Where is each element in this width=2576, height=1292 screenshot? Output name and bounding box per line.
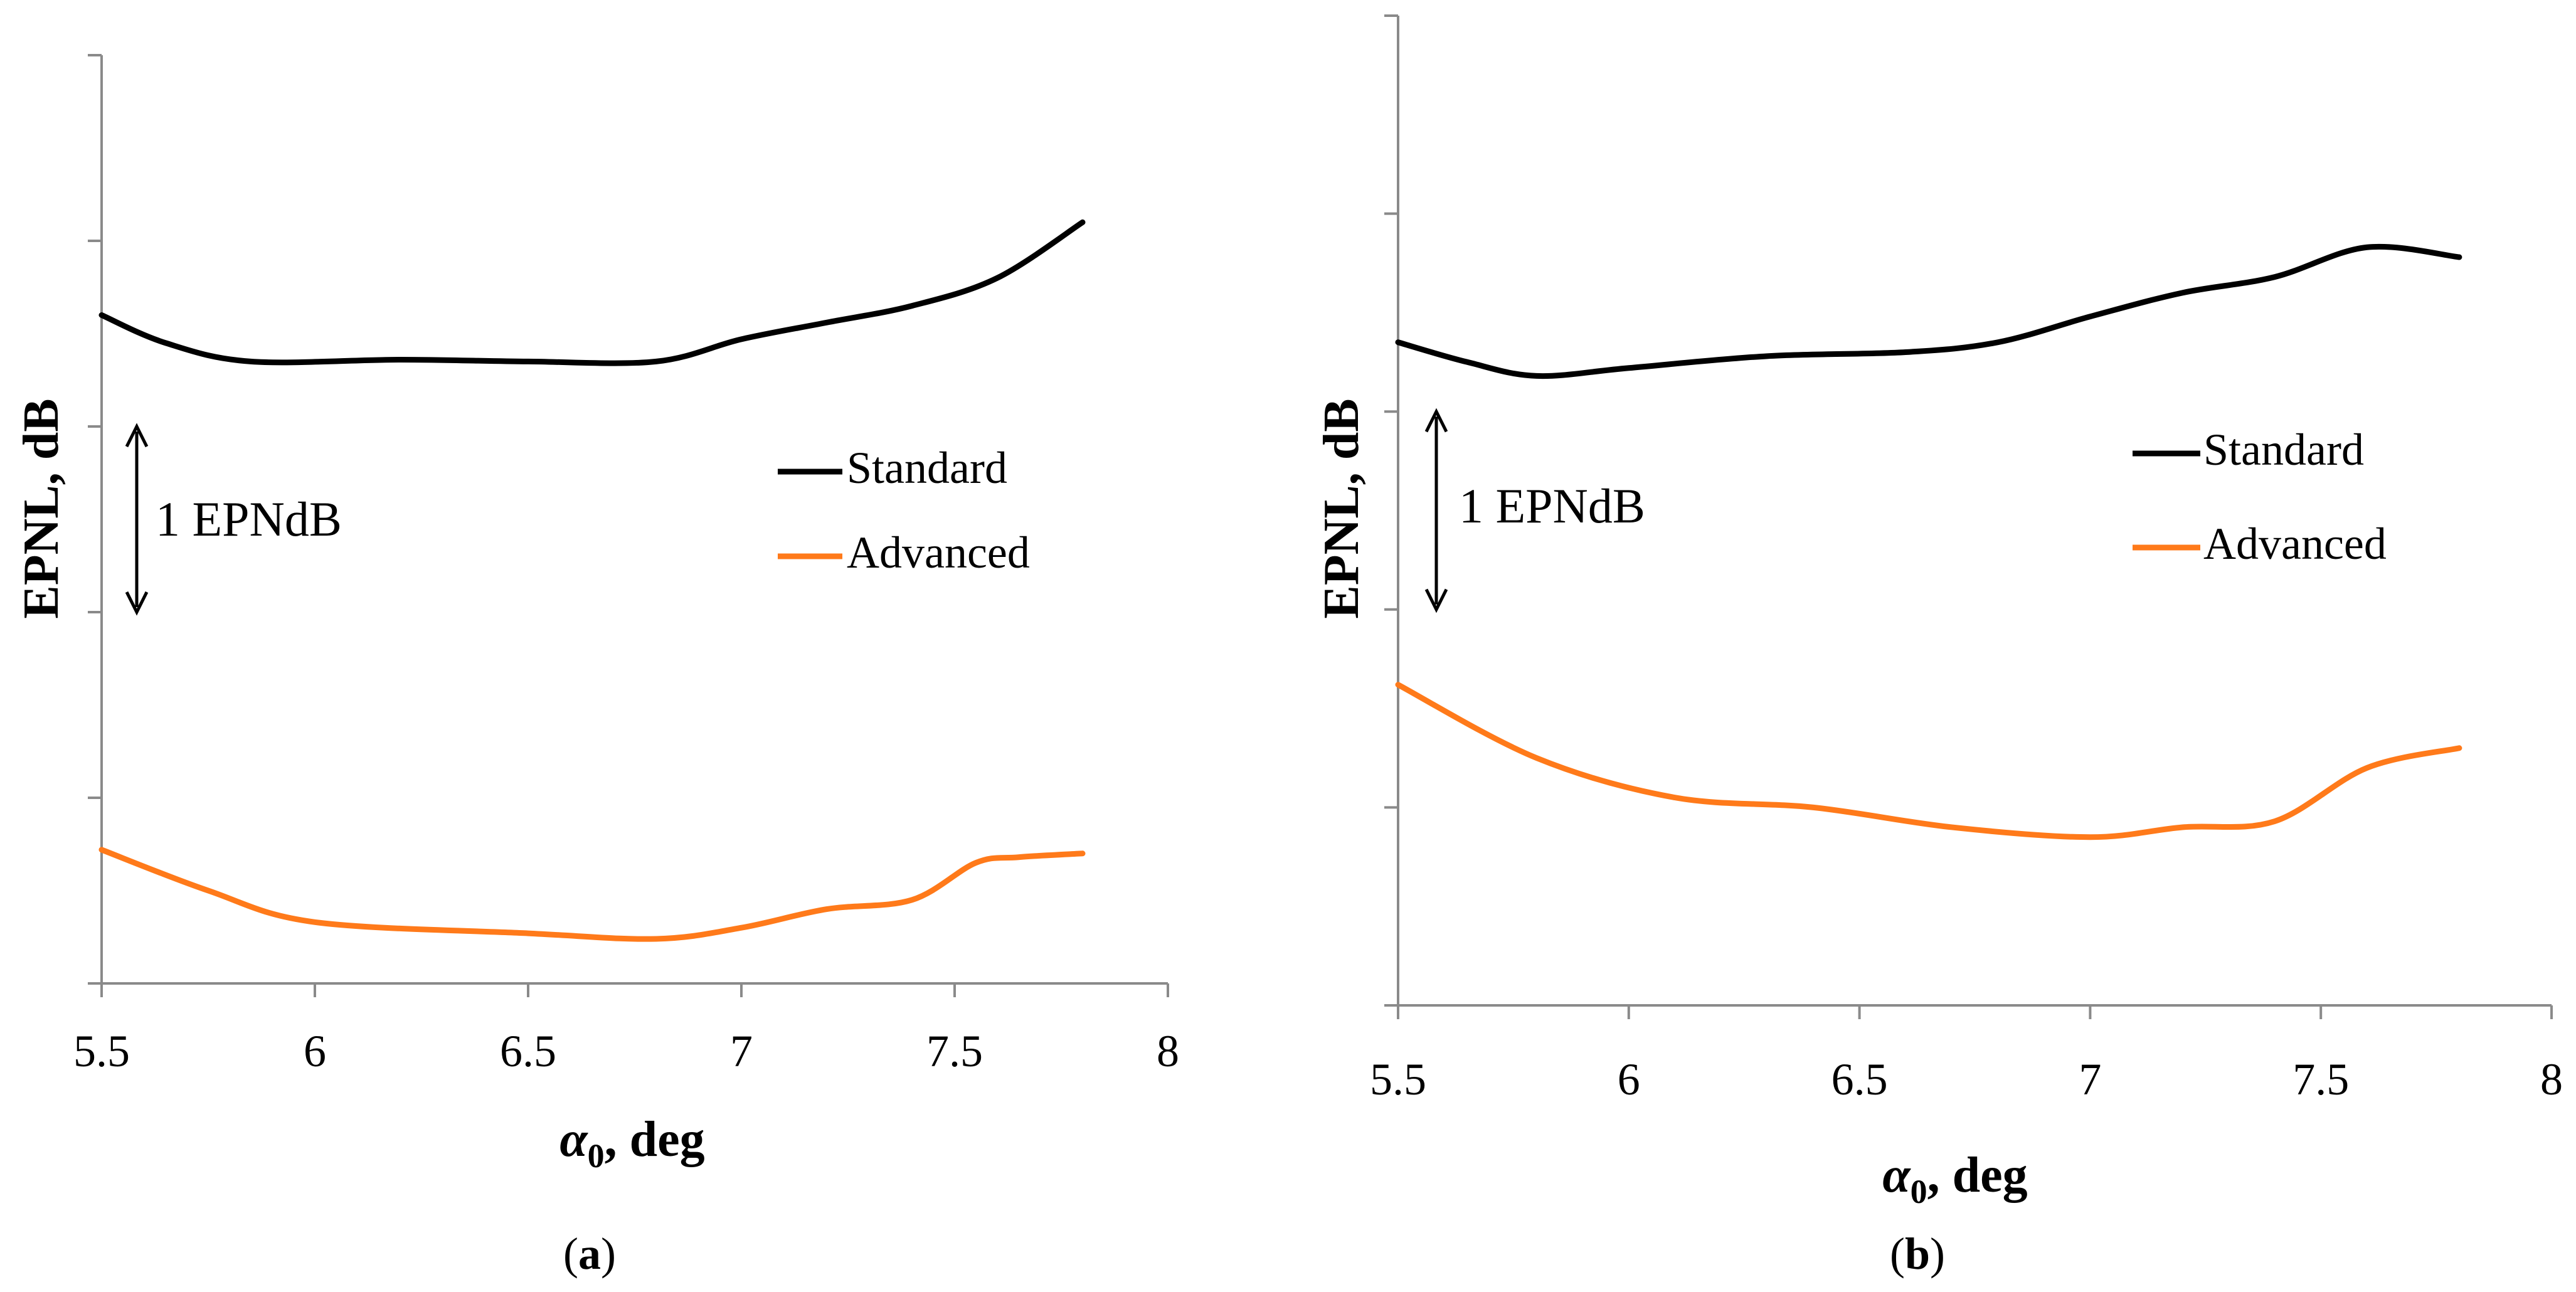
panel-b-legend-standard-label: Standard: [2203, 425, 2364, 475]
alpha-subscript: 0: [588, 1137, 605, 1175]
panel-a-legend-advanced-label: Advanced: [847, 527, 1030, 578]
panel-a-caption: (a): [563, 1229, 616, 1279]
panel-b-series: [1395, 243, 2462, 840]
series-line-advanced: [1395, 682, 2462, 840]
x-tick-label: 6.5: [1831, 1054, 1888, 1104]
x-tick-label: 8: [2540, 1054, 2563, 1104]
alpha-subscript: 0: [1911, 1173, 1927, 1210]
panel-a-series: [98, 219, 1086, 942]
panel-b-legend: Standard Advanced: [2133, 425, 2387, 569]
panel-b-caption: (b): [1890, 1229, 1945, 1279]
arrow-head-down: [1424, 588, 1448, 613]
x-tick-label: 7: [2079, 1054, 2101, 1104]
series-line-standard: [98, 219, 1086, 366]
panel-a-legend: Standard Advanced: [778, 443, 1030, 578]
panel-a-legend-standard-label: Standard: [847, 443, 1007, 493]
x-tick-label: 6.5: [500, 1026, 556, 1076]
panel-b-legend-advanced-label: Advanced: [2203, 519, 2387, 569]
arrow-head-up: [125, 423, 149, 448]
x-tick-label: 5.5: [73, 1026, 130, 1076]
x-tick-label: 6: [304, 1026, 326, 1076]
panel-b-y-axis-title: EPNL, dB: [1314, 398, 1369, 618]
panel-b-axes: 5.5 6 6.5 7 7.5 8: [1370, 14, 2563, 1104]
x-tick-label: 8: [1157, 1026, 1179, 1076]
x-axis-unit: , deg: [605, 1112, 705, 1167]
panel-b-epndb-label: 1 EPNdB: [1459, 479, 1645, 533]
panel-a-axes: 5.5 6 6.5 7 7.5 8: [73, 54, 1179, 1076]
panel-b-epndb-arrow: [1424, 408, 1448, 613]
x-tick-label: 7.5: [2292, 1054, 2349, 1104]
arrow-head-down: [125, 591, 149, 616]
panel-a-y-axis-title: EPNL, dB: [14, 398, 69, 618]
panel-a-epndb-arrow: [125, 423, 149, 616]
x-tick-label: 7: [730, 1026, 753, 1076]
x-axis-unit: , deg: [1927, 1148, 2028, 1203]
panel-a-epndb-label: 1 EPNdB: [156, 492, 342, 546]
arrow-head-up: [1424, 408, 1448, 433]
alpha-symbol: α: [1882, 1148, 1911, 1203]
x-tick-label: 6: [1618, 1054, 1640, 1104]
alpha-symbol: α: [559, 1112, 588, 1167]
series-line-advanced: [98, 847, 1086, 942]
x-tick-label: 7.5: [926, 1026, 983, 1076]
panel-a: 5.5 6 6.5 7 7.5 8 EPNL, dB α0, deg 1 EPNdB St…: [14, 54, 1179, 1279]
panel-b-x-axis-title: α0, deg: [1882, 1148, 2027, 1210]
series-line-standard: [1395, 243, 2462, 379]
x-tick-label: 5.5: [1370, 1054, 1426, 1104]
panel-a-x-axis-title: α0, deg: [559, 1112, 704, 1175]
panel-b: 5.5 6 6.5 7 7.5 8 EPNL, dB α0, deg 1 EPNdB St…: [1314, 14, 2563, 1279]
